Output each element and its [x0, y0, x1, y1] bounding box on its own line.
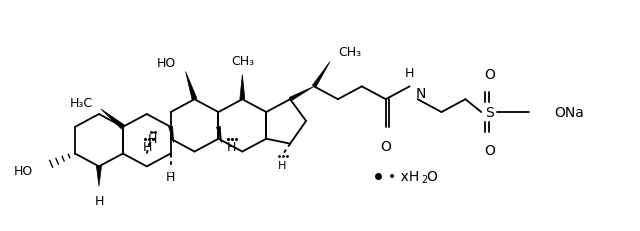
Polygon shape — [289, 87, 314, 101]
Text: H₃C: H₃C — [70, 96, 93, 109]
Polygon shape — [101, 109, 124, 129]
Text: Ḧ: Ḧ — [166, 170, 175, 184]
Text: H: H — [405, 67, 414, 80]
Text: H: H — [227, 140, 236, 153]
Polygon shape — [169, 127, 173, 143]
Text: • xH: • xH — [388, 170, 419, 183]
Polygon shape — [97, 167, 102, 186]
Text: H: H — [143, 140, 152, 153]
Text: ONa: ONa — [554, 106, 584, 119]
Polygon shape — [240, 75, 245, 100]
Text: O: O — [484, 68, 495, 82]
Text: CH₃: CH₃ — [231, 54, 254, 67]
Text: CH₃: CH₃ — [338, 46, 361, 59]
Text: H: H — [94, 194, 104, 207]
Text: S: S — [485, 106, 493, 119]
Text: O: O — [484, 143, 495, 157]
Text: O: O — [426, 170, 437, 183]
Text: HO: HO — [156, 57, 175, 70]
Text: N: N — [415, 87, 426, 101]
Polygon shape — [312, 62, 330, 88]
Polygon shape — [216, 127, 221, 143]
Text: HO: HO — [14, 164, 33, 177]
Text: O: O — [380, 139, 391, 153]
Text: H: H — [148, 133, 157, 146]
Text: H: H — [278, 161, 286, 171]
Polygon shape — [186, 72, 197, 100]
Text: 2: 2 — [422, 174, 428, 184]
